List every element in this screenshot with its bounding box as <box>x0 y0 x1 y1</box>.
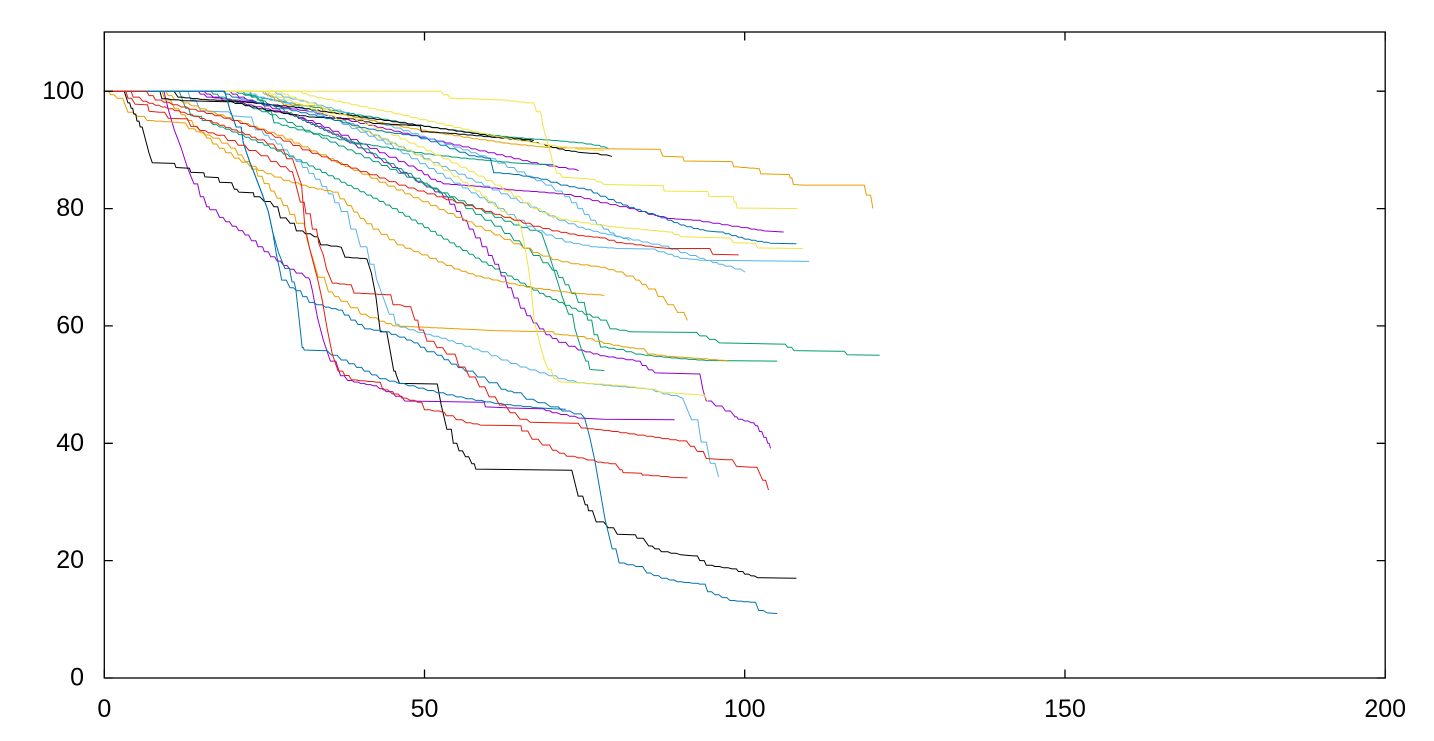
svg-text:60: 60 <box>56 312 84 340</box>
svg-text:200: 200 <box>1364 695 1406 723</box>
svg-text:100: 100 <box>42 77 84 105</box>
svg-text:100: 100 <box>724 695 766 723</box>
svg-text:40: 40 <box>56 429 84 457</box>
svg-text:0: 0 <box>70 664 84 692</box>
svg-text:20: 20 <box>56 546 84 574</box>
svg-text:50: 50 <box>411 695 439 723</box>
svg-text:0: 0 <box>97 695 111 723</box>
svg-text:80: 80 <box>56 194 84 222</box>
svg-text:150: 150 <box>1044 695 1086 723</box>
